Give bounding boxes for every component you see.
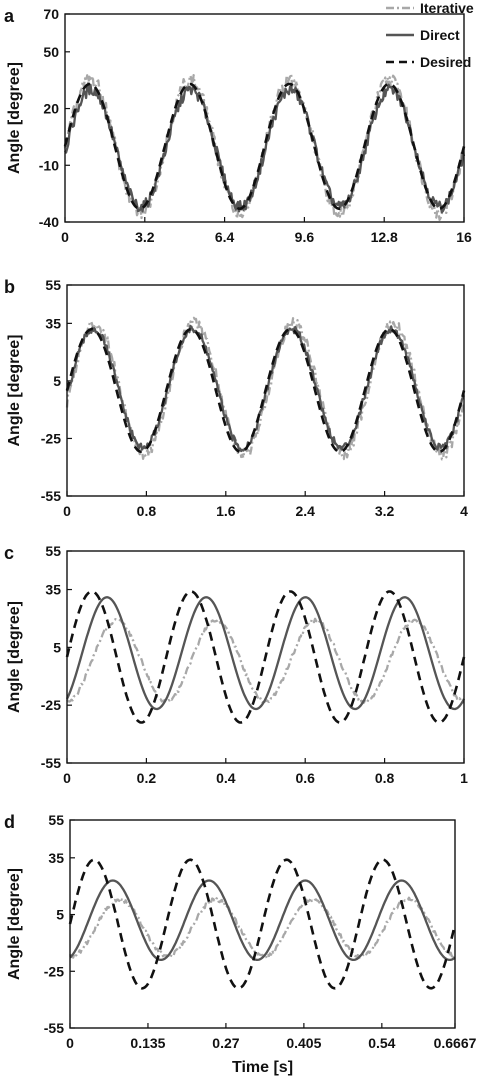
panel-b: b Angle [degree] -55 -25 5 35 55 0 0.8 1.6 2.4 3.2 4: [4, 277, 468, 519]
x-tick-label: 12.8: [371, 229, 398, 245]
panel-label: a: [4, 6, 15, 26]
y-tick-label: -25: [44, 963, 64, 979]
y-tick-label: 5: [53, 373, 61, 389]
plot-frame: [69, 819, 456, 1029]
panel-c: c Angle [degree] -55 -25 5 35 55 0 0.2 0.4 0.6 0.8 1: [4, 543, 468, 786]
x-tick-label: 1.6: [216, 503, 236, 519]
x-tick-label: 3.2: [135, 229, 155, 245]
x-tick-label: 0.6667: [434, 1035, 477, 1051]
y-tick-label: 35: [45, 582, 61, 598]
y-tick-label: -25: [41, 430, 61, 446]
y-axis-label: Angle [degree]: [6, 334, 23, 446]
x-tick-label: 0: [63, 770, 71, 786]
plot-frame: [64, 13, 465, 223]
x-tick-label: 0: [66, 1035, 74, 1051]
panel-label: b: [4, 277, 15, 297]
series-line-direct: [69, 879, 456, 962]
y-tick-label: -10: [39, 157, 59, 173]
plot-frame: [66, 284, 465, 497]
y-axis-label: Angle [degree]: [6, 62, 23, 174]
y-tick-label: 35: [48, 850, 64, 866]
y-tick-label: 55: [48, 812, 64, 828]
y-tick-label: -55: [41, 488, 61, 504]
panel-label: d: [4, 812, 15, 832]
x-tick-label: 0.54: [368, 1035, 395, 1051]
legend-label-iterative: Iterative: [420, 0, 474, 16]
y-tick-label: -55: [41, 755, 61, 771]
x-tick-label: 4: [460, 503, 468, 519]
x-tick-label: 0.27: [212, 1035, 239, 1051]
legend-label-desired: Desired: [420, 54, 471, 70]
x-tick-label: 1: [460, 770, 468, 786]
panel-d: d Angle [degree] -55 -25 5 35 55 0 0.135 0.27 0.40…: [4, 812, 477, 1076]
panel-a: a Angle [degree] -40 -10 20 50 70 0 3.2 6.4 9.6 12.…: [4, 6, 472, 245]
y-tick-label: 5: [53, 639, 61, 655]
x-tick-label: 9.6: [295, 229, 315, 245]
x-axis-label: Time [s]: [232, 1059, 293, 1076]
y-axis-label: Angle [degree]: [6, 601, 23, 713]
series-line-desired: [68, 858, 457, 990]
y-tick-label: 55: [45, 277, 61, 293]
x-tick-label: 2.4: [295, 503, 315, 519]
y-tick-label: 55: [45, 543, 61, 559]
y-tick-label: -55: [44, 1020, 64, 1036]
x-tick-label: 6.4: [215, 229, 235, 245]
y-tick-label: 70: [43, 6, 59, 22]
series-line-direct: [64, 83, 466, 214]
x-tick-label: 0: [61, 229, 69, 245]
y-tick-label: 20: [43, 101, 59, 117]
x-tick-label: 0.4: [216, 770, 236, 786]
x-tick-label: 0.2: [137, 770, 157, 786]
legend-label-direct: Direct: [420, 27, 460, 43]
x-tick-label: 0.8: [375, 770, 395, 786]
y-axis-label: Angle [degree]: [6, 868, 23, 980]
y-tick-label: -25: [41, 697, 61, 713]
x-tick-label: 0: [63, 503, 71, 519]
x-tick-label: 0.135: [130, 1035, 165, 1051]
x-tick-label: 3.2: [375, 503, 395, 519]
y-tick-label: 50: [43, 44, 59, 60]
x-tick-label: 0.405: [286, 1035, 321, 1051]
y-tick-label: -40: [39, 214, 59, 230]
legend: Iterative Direct Desired: [386, 0, 474, 70]
y-tick-label: 35: [45, 315, 61, 331]
series-line-iterative: [68, 896, 456, 959]
series-line-desired: [65, 327, 466, 454]
series-line-desired: [65, 590, 466, 724]
series-line-desired: [63, 82, 466, 210]
x-tick-label: 0.8: [137, 503, 157, 519]
y-tick-label: 5: [56, 907, 64, 923]
x-tick-label: 16: [456, 229, 472, 245]
x-tick-label: 0.6: [295, 770, 315, 786]
series-line-iterative: [63, 72, 466, 222]
plot-frame: [66, 550, 465, 764]
panel-label: c: [4, 543, 14, 563]
